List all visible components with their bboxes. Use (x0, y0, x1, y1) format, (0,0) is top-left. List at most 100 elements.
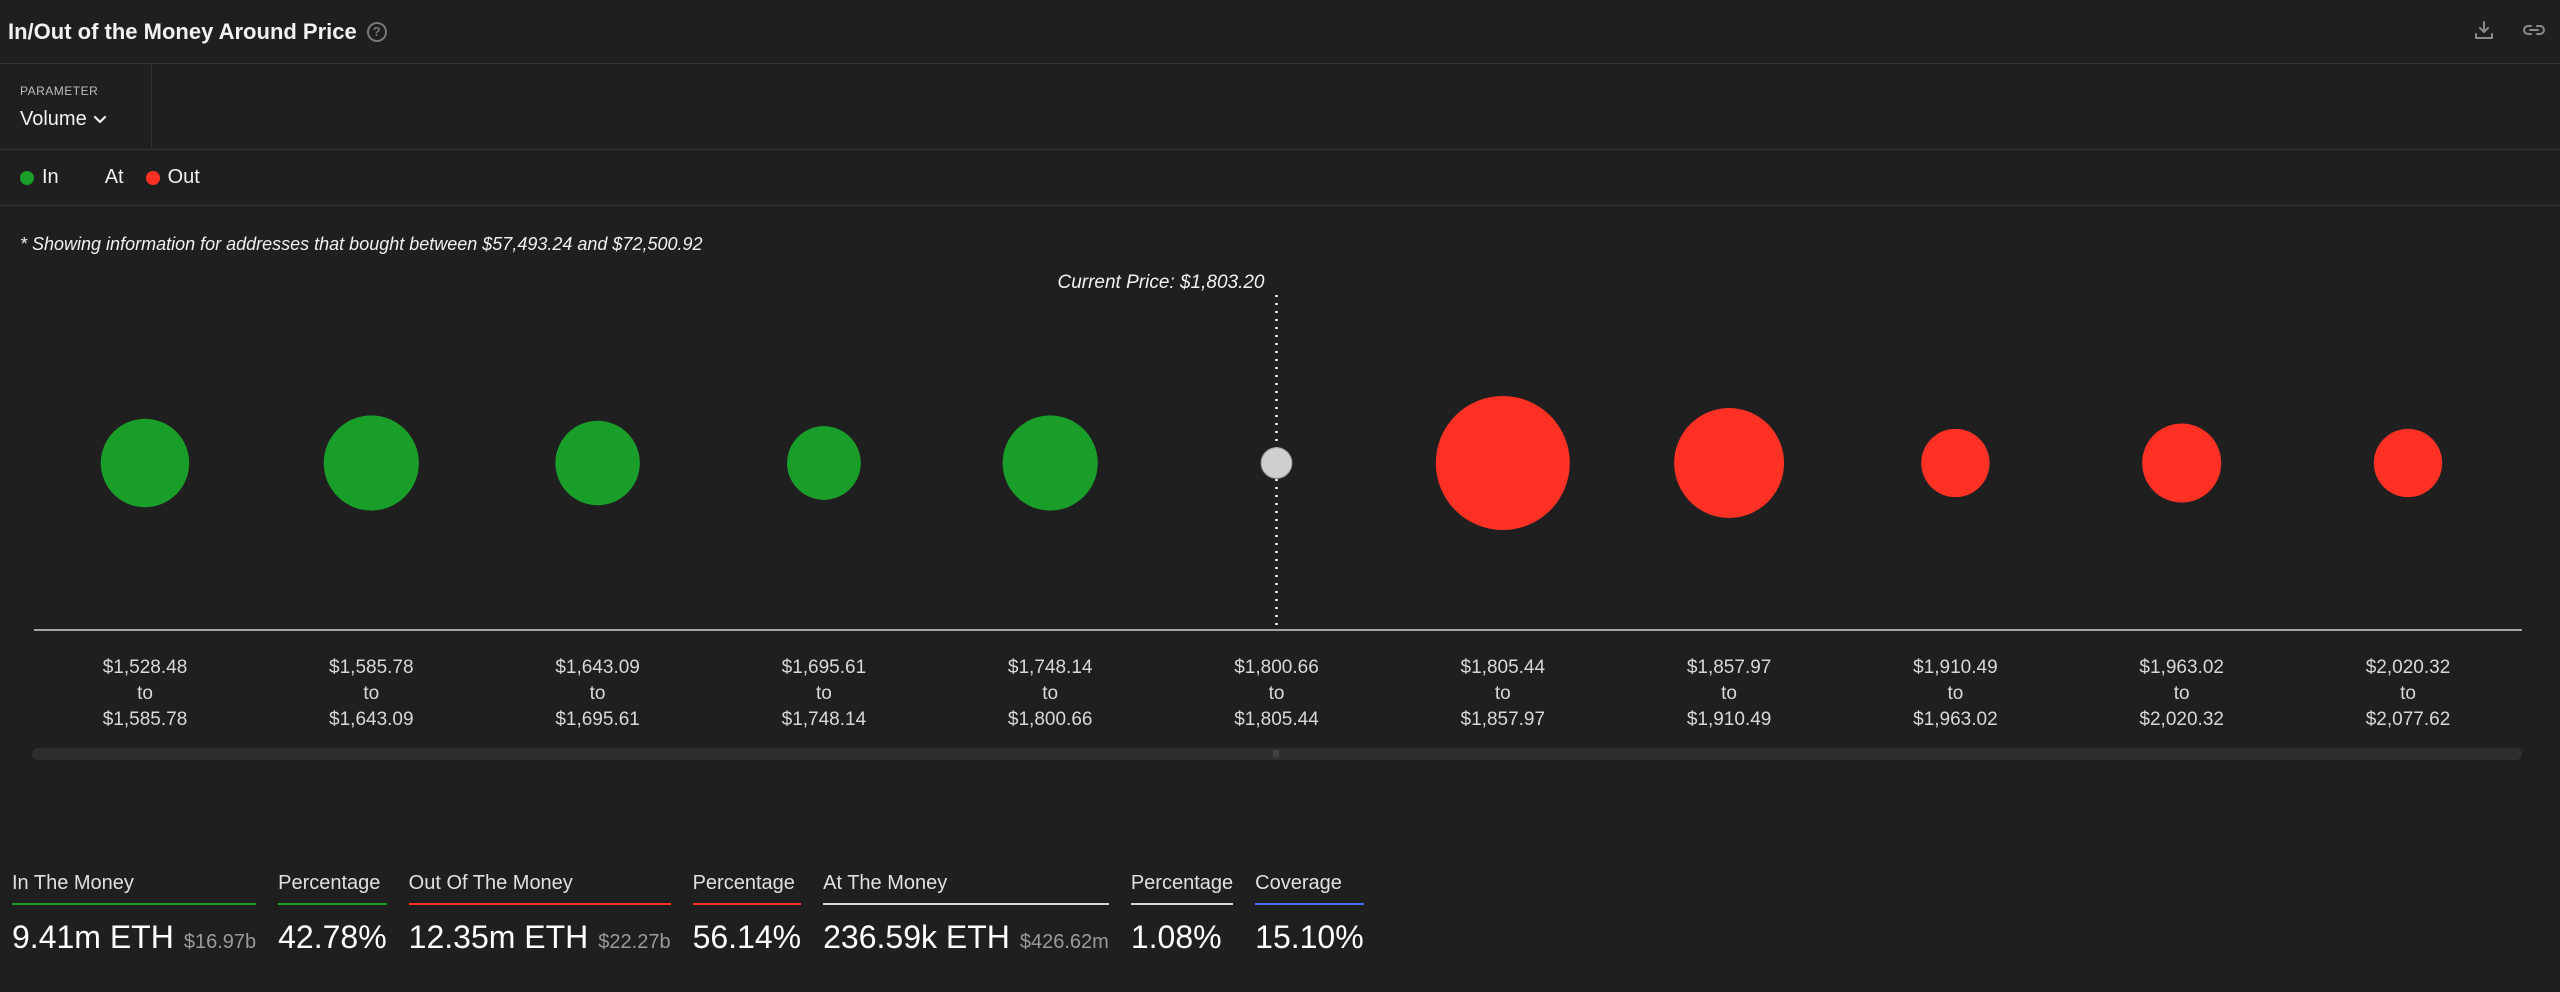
tick-label-to: $1,695.61 (555, 709, 640, 730)
stat-in-the-money: In The Money 9.41m ETH $16.97b (12, 872, 257, 972)
tick-label-to: $1,800.66 (1008, 709, 1093, 730)
parameter-bar: PARAMETER Volume (0, 64, 2560, 150)
parameter-select[interactable]: Volume (20, 108, 151, 131)
bubble-out[interactable] (1435, 396, 1570, 530)
legend-item-at[interactable]: At (105, 166, 124, 189)
info-note: * Showing information for addresses that… (20, 234, 703, 254)
tick-label-to: $2,020.32 (2139, 709, 2224, 730)
legend-label-in: In (42, 166, 59, 188)
stats-row: In The Money 9.41m ETH $16.97b Percentage 42… (12, 872, 1364, 972)
tick-label-from: $1,528.48 (103, 657, 188, 678)
stat-sub-value: $16.97b (183, 931, 257, 953)
stat-sub-value: $426.62m (1019, 931, 1109, 953)
stat-value: 1.08% (1130, 919, 1222, 955)
chevron-down-icon (93, 115, 106, 123)
stat-value-row: 42.78% (278, 919, 387, 956)
legend-dot-out (145, 170, 160, 185)
bubble-in[interactable] (100, 418, 190, 508)
tick-label-connector: to (1947, 683, 1963, 704)
stat-percentage: Percentage 1.08% (1130, 872, 1234, 972)
widget-header: In/Out of the Money Around Price ? (0, 0, 2560, 64)
tick-label-connector: to (590, 683, 606, 704)
scroll-grip-icon[interactable]: ||| (1272, 749, 1280, 758)
stat-percentage: Percentage 42.78% (278, 872, 387, 972)
tick-label-from: $1,857.97 (1687, 657, 1772, 678)
legend-item-in[interactable]: In (20, 166, 59, 189)
stat-value: 9.41m ETH (12, 919, 174, 955)
bubble-out[interactable] (2373, 428, 2443, 498)
stat-label: Out Of The Money (408, 872, 671, 905)
tick-label-connector: to (1269, 683, 1285, 704)
stat-label: Percentage (692, 872, 802, 905)
bubble-in[interactable] (787, 426, 861, 500)
tick-label-to: $1,910.49 (1687, 709, 1772, 730)
tick-label-connector: to (1721, 683, 1737, 704)
bubble-in[interactable] (555, 420, 640, 506)
tick-label-from: $1,695.61 (782, 657, 867, 678)
stat-value: 12.35m ETH (408, 919, 589, 955)
parameter-control: PARAMETER Volume (0, 64, 152, 150)
bubble-in[interactable] (323, 415, 419, 511)
stat-value-row: 15.10% (1255, 919, 1364, 956)
legend-dot-in (20, 170, 34, 185)
tick-label-connector: to (363, 683, 379, 704)
bubble-in[interactable] (1002, 415, 1098, 511)
stat-value-row: 12.35m ETH $22.27b (409, 919, 671, 956)
money-chart: Current Price: $1,803.20 $1,528.48 to $1,58… (0, 260, 2560, 780)
tick-label-to: $1,805.44 (1234, 709, 1319, 730)
bubble-out[interactable] (1674, 408, 1785, 518)
stat-value: 42.78% (278, 919, 387, 955)
bubble-out[interactable] (2142, 423, 2222, 503)
tick-label-to: $1,963.02 (1913, 709, 1998, 730)
tick-label-connector: to (1042, 683, 1058, 704)
stat-label: Coverage (1255, 872, 1364, 905)
tick-label-from: $1,643.09 (555, 657, 640, 678)
stat-coverage: Coverage 15.10% (1255, 872, 1364, 972)
stat-value-row: 56.14% (693, 919, 802, 956)
widget-title: In/Out of the Money Around Price (8, 18, 357, 44)
tick-label-connector: to (2400, 683, 2416, 704)
tick-label-from: $2,020.32 (2366, 657, 2451, 678)
legend-label-at: At (104, 166, 124, 188)
tick-label-from: $1,800.66 (1234, 657, 1319, 678)
download-icon[interactable] (2470, 16, 2498, 44)
tick-label-to: $1,643.09 (329, 709, 414, 730)
stat-value: 56.14% (692, 919, 802, 955)
current-price-label: Current Price: $1,803.20 (1057, 272, 1264, 293)
legend-label-out: Out (167, 166, 200, 188)
tick-label-from: $1,963.02 (2139, 657, 2224, 678)
stat-percentage: Percentage 56.14% (692, 872, 802, 972)
stat-label: Percentage (278, 872, 387, 905)
tick-label-connector: to (816, 683, 832, 704)
stat-out-of-the-money: Out Of The Money 12.35m ETH $22.27b (408, 872, 671, 972)
stat-label: Percentage (1130, 872, 1234, 905)
help-icon[interactable]: ? (366, 21, 387, 42)
legend-item-out[interactable]: Out (145, 166, 200, 189)
tick-label-from: $1,805.44 (1461, 657, 1546, 678)
stat-label: In The Money (12, 872, 257, 905)
tick-label-from: $1,748.14 (1008, 657, 1093, 678)
tick-label-connector: to (2174, 683, 2190, 704)
stat-value: 236.59k ETH (823, 919, 1010, 955)
bubble-out[interactable] (1921, 428, 1990, 498)
chart-svg: Current Price: $1,803.20 $1,528.48 to $1,58… (34, 272, 2522, 730)
link-icon[interactable] (2520, 16, 2548, 44)
chart-scrollbar[interactable]: ||| (32, 748, 2522, 760)
stat-value-row: 9.41m ETH $16.97b (12, 919, 256, 956)
legend: In At Out (0, 150, 2560, 206)
tick-label-to: $1,857.97 (1461, 709, 1546, 730)
bubble-at[interactable] (1260, 447, 1293, 479)
stat-at-the-money: At The Money 236.59k ETH $426.62m (823, 872, 1109, 972)
stat-value-row: 1.08% (1131, 919, 1233, 956)
stat-value-row: 236.59k ETH $426.62m (823, 919, 1109, 956)
tick-label-to: $1,585.78 (103, 709, 188, 730)
stat-value: 15.10% (1255, 919, 1364, 955)
parameter-label: PARAMETER (20, 84, 99, 98)
tick-label-from: $1,585.78 (329, 657, 414, 678)
parameter-value: Volume (20, 108, 87, 130)
stat-sub-value: $22.27b (598, 931, 671, 953)
stat-label: At The Money (823, 872, 1109, 905)
header-actions (2470, 16, 2548, 44)
tick-label-to: $2,077.62 (2366, 709, 2451, 730)
tick-label-connector: to (137, 683, 153, 704)
